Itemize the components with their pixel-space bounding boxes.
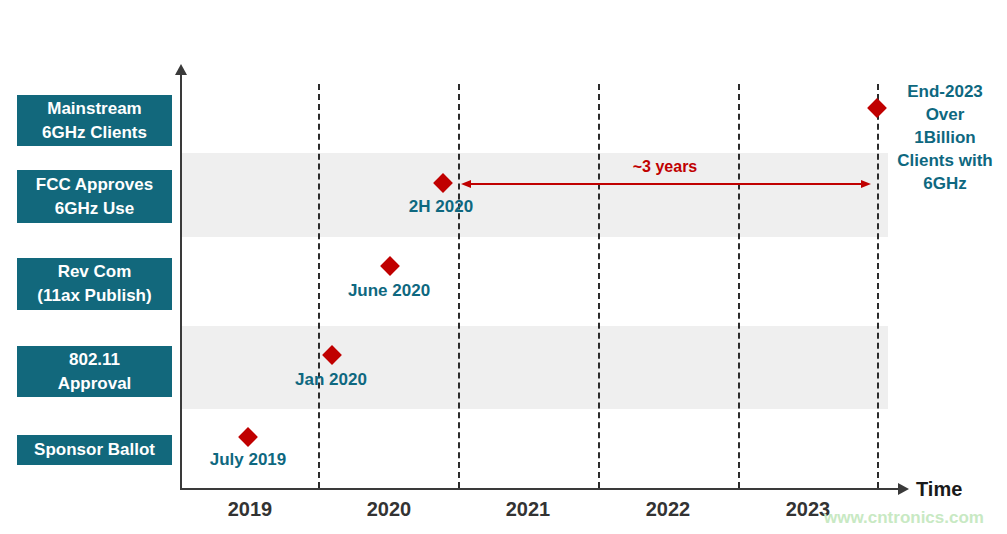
category-box-rev-com-11ax-publish: Rev Com (11ax Publish) — [17, 258, 172, 310]
date-label-july-2019: July 2019 — [210, 450, 287, 470]
x-tick-2022: 2022 — [646, 498, 691, 521]
date-label-end-2023-note: End-2023 Over 1Billion Clients with 6GHz — [884, 80, 1006, 195]
category-box-mainstream-6ghz-clients: Mainstream 6GHz Clients — [17, 95, 172, 146]
diamond-marker-june-2020 — [380, 256, 400, 276]
x-tick-2021: 2021 — [506, 498, 551, 521]
gridline-2024 — [877, 84, 879, 488]
y-axis-arrowhead-icon — [175, 64, 187, 75]
category-box-fcc-approves-6ghz-use: FCC Approves 6GHz Use — [17, 170, 172, 223]
date-label-jan-2020: Jan 2020 — [295, 370, 367, 390]
category-box-sponsor-ballot: Sponsor Ballot — [17, 435, 172, 465]
x-axis-arrowhead-icon — [898, 483, 909, 495]
gridline-2020 — [318, 84, 320, 488]
gridline-2023 — [738, 84, 740, 488]
row-band-fcc — [182, 153, 888, 237]
three-years-arrow-line — [469, 183, 862, 185]
diamond-marker-july-2019 — [238, 427, 258, 447]
row-band-80211 — [182, 326, 888, 409]
date-label-2h-2020: 2H 2020 — [409, 197, 473, 217]
gridline-2021 — [458, 84, 460, 488]
three-years-annotation: ~3 years — [633, 158, 698, 176]
category-box-80211-approval: 802.11 Approval — [17, 346, 172, 397]
x-axis-title: Time — [916, 478, 962, 501]
timeline-chart: Mainstream 6GHz Clients FCC Approves 6GH… — [0, 0, 1007, 534]
date-label-june-2020: June 2020 — [348, 281, 430, 301]
x-axis-line — [180, 488, 900, 490]
x-tick-2020: 2020 — [367, 498, 412, 521]
arrow-left-head-icon — [461, 180, 471, 188]
y-axis-line — [180, 72, 182, 489]
arrow-right-head-icon — [861, 180, 871, 188]
watermark-text: www.cntronics.com — [824, 508, 984, 528]
gridline-2022 — [598, 84, 600, 488]
x-tick-2019: 2019 — [228, 498, 273, 521]
